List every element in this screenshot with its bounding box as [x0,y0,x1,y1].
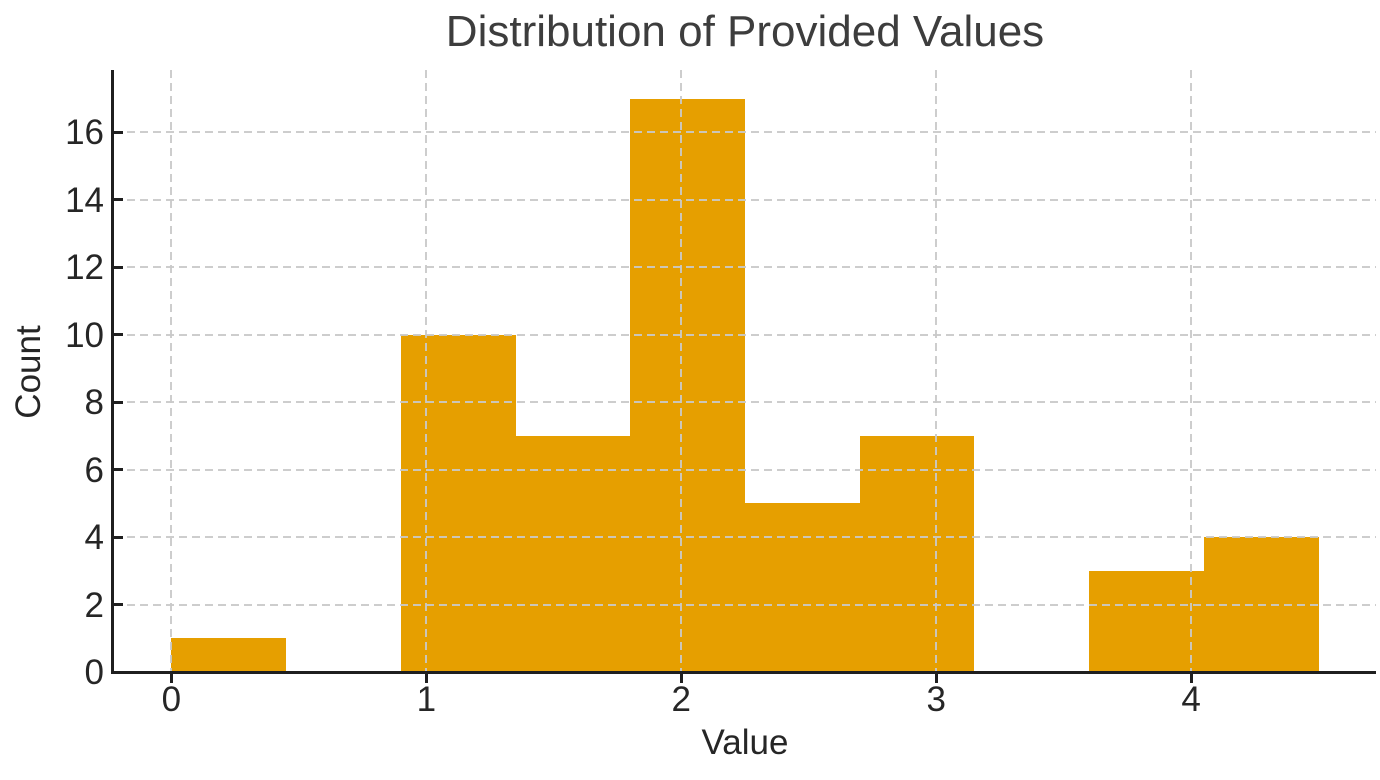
y-tick-mark [114,198,123,202]
x-tick-label: 3 [926,680,946,719]
y-axis-spine [111,70,114,674]
y-tick-mark [114,603,123,607]
gridline-vertical [1190,70,1193,672]
y-tick-label: 2 [84,585,104,625]
y-axis-label: Count [9,325,48,419]
x-tick-label: 2 [671,680,691,719]
histogram-bar [859,435,975,671]
gridline-horizontal [114,333,1376,336]
x-tick-mark [169,674,173,683]
y-tick-mark [114,670,123,674]
y-tick-mark [114,468,123,472]
x-tick-label: 4 [1181,680,1201,719]
histogram-bar [171,638,287,671]
y-tick-mark [114,400,123,404]
gridline-vertical [680,70,683,672]
x-tick-label: 1 [416,680,437,719]
y-tick-label: 10 [65,315,104,355]
gridline-horizontal [114,536,1376,539]
y-tick-mark [114,535,123,539]
gridline-horizontal [114,131,1376,134]
y-tick-label: 16 [65,113,104,153]
y-tick-mark [114,130,123,134]
histogram-bar [515,435,631,671]
y-tick-label: 6 [84,450,104,490]
x-tick-mark [424,674,428,683]
histogram-bar [1089,570,1204,671]
x-tick-mark [934,674,938,683]
gridline-horizontal [114,603,1376,606]
chart-title: Distribution of Provided Values [445,7,1045,56]
histogram-bar [400,334,516,671]
x-axis-label: Value [701,723,789,762]
gridline-horizontal [114,198,1376,201]
x-axis-spine [111,671,1376,674]
gridline-vertical [170,70,173,672]
y-tick-label: 0 [84,653,104,692]
gridline-horizontal [114,401,1376,404]
y-tick-mark [114,333,123,337]
y-tick-label: 12 [65,248,104,288]
x-tick-mark [1189,674,1193,683]
y-tick-label: 8 [84,383,104,423]
gridline-horizontal [114,468,1376,471]
histogram-bar [745,503,860,671]
gridline-vertical [425,70,428,672]
y-tick-mark [114,265,123,269]
x-tick-mark [679,674,683,683]
x-tick-label: 0 [161,680,182,719]
y-tick-label: 4 [84,518,104,558]
gridline-horizontal [114,266,1376,269]
y-tick-label: 14 [65,180,104,220]
histogram-bar [630,98,745,671]
gridline-vertical [935,70,938,672]
